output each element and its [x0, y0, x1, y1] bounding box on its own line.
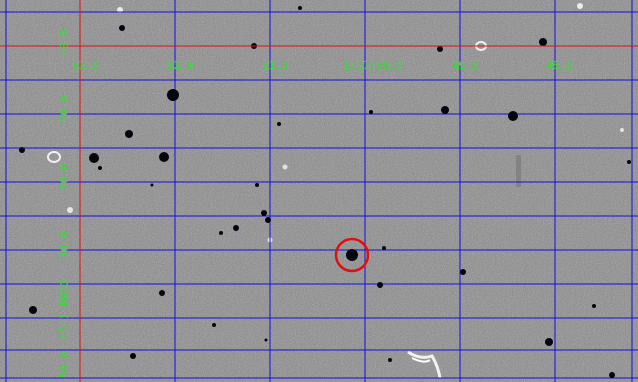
dec-label: 50.0 — [58, 352, 71, 379]
dec-labels: 40.0 30.0 20.0 10.0 0.0 -15:1:50.0 50.0 — [58, 30, 71, 379]
bright-blob — [47, 151, 61, 163]
star — [150, 183, 154, 187]
star — [98, 166, 102, 170]
star — [89, 153, 99, 163]
image-artifacts — [47, 3, 624, 379]
ra-label: 52.0 — [167, 59, 194, 72]
star — [167, 89, 179, 101]
star — [219, 231, 223, 235]
star — [346, 249, 358, 261]
star — [609, 372, 615, 378]
star — [130, 353, 136, 359]
star — [233, 225, 239, 231]
dec-label: 10.0 — [58, 232, 71, 259]
ra-label: 48.0 — [546, 59, 573, 72]
star — [508, 111, 518, 121]
star — [255, 183, 259, 187]
ra-label: 1:17:50.0 — [343, 59, 403, 72]
star — [460, 269, 466, 275]
star — [545, 338, 553, 346]
star — [277, 122, 281, 126]
star — [159, 290, 165, 296]
star — [125, 130, 133, 138]
star — [592, 304, 596, 308]
star — [119, 25, 125, 31]
ra-label: 51.0 — [262, 59, 289, 72]
dec-label: 0.0 — [58, 286, 71, 306]
dec-label: 30.0 — [58, 96, 71, 123]
dec-label: -15:1:50.0 — [58, 280, 71, 346]
star — [369, 110, 373, 114]
star — [627, 160, 631, 164]
target-marker[interactable] — [334, 237, 370, 273]
star — [264, 338, 268, 342]
dec-label: 40.0 — [58, 30, 71, 57]
star — [377, 282, 383, 288]
white-streak — [407, 350, 442, 379]
star — [382, 246, 386, 250]
ra-label: 49.0 — [452, 59, 479, 72]
stars — [19, 6, 631, 378]
star — [265, 217, 271, 223]
star — [159, 152, 169, 162]
star — [212, 323, 216, 327]
star — [29, 306, 37, 314]
star — [298, 6, 302, 10]
dec-label: 20.0 — [58, 164, 71, 191]
ra-label: 53.0 — [72, 59, 99, 72]
star — [19, 147, 25, 153]
star — [437, 46, 443, 52]
star — [441, 106, 449, 114]
star — [539, 38, 547, 46]
star — [261, 210, 267, 216]
star — [388, 358, 392, 362]
ra-labels: 53.0 52.0 51.0 1:17:50.0 49.0 48.0 — [72, 59, 573, 72]
